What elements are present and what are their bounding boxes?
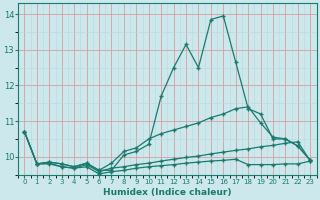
X-axis label: Humidex (Indice chaleur): Humidex (Indice chaleur) <box>103 188 232 197</box>
